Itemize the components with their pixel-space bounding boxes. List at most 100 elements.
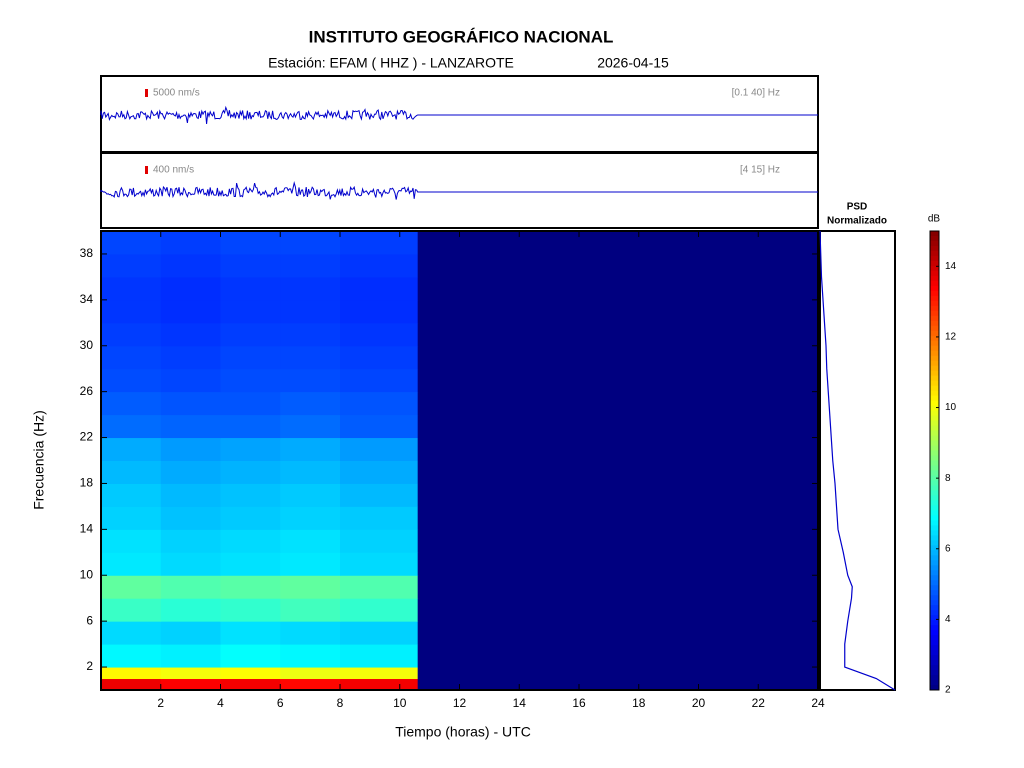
colorbar-segment	[930, 680, 939, 685]
heatmap-cell	[161, 598, 221, 621]
heatmap-cell	[340, 644, 418, 667]
colorbar-segment	[930, 640, 939, 645]
colorbar-segment	[930, 326, 939, 331]
heatmap-cell	[161, 621, 221, 644]
colorbar-segment	[930, 610, 939, 615]
colorbar-segment	[930, 271, 939, 276]
colorbar-segment	[930, 555, 939, 560]
colorbar-segment	[930, 401, 939, 406]
x-tick-label: 12	[453, 696, 467, 710]
heatmap-cell	[101, 552, 161, 575]
heatmap-cell	[418, 369, 819, 392]
psd-frame	[820, 231, 895, 690]
colorbar-segment	[930, 515, 939, 520]
heatmap-cell	[221, 300, 281, 323]
heatmap-cell	[340, 529, 418, 552]
heatmap-cell	[280, 415, 340, 438]
waveform-frame	[101, 153, 818, 228]
waveform-band-label: [0.1 40] Hz	[732, 88, 780, 99]
x-axis-label: Tiempo (horas) - UTC	[395, 724, 531, 740]
x-tick-label: 8	[337, 696, 344, 710]
colorbar-segment	[930, 396, 939, 401]
heatmap-cell	[340, 346, 418, 369]
colorbar-tick-label: 6	[945, 543, 951, 554]
heatmap-cell	[161, 254, 221, 277]
heatmap-cell	[418, 438, 819, 461]
heatmap-cell	[101, 254, 161, 277]
colorbar-segment	[930, 535, 939, 540]
heatmap-cell	[221, 552, 281, 575]
colorbar-segment	[930, 540, 939, 545]
heatmap-cell	[101, 644, 161, 667]
y-tick-label: 14	[80, 522, 94, 536]
colorbar-segment	[930, 386, 939, 391]
colorbar-tick-label: 12	[945, 332, 957, 343]
heatmap-cell	[280, 392, 340, 415]
heatmap-cell	[340, 506, 418, 529]
y-tick-label: 22	[80, 430, 94, 444]
colorbar-segment	[930, 545, 939, 550]
colorbar-segment	[930, 411, 939, 416]
heatmap-cell	[161, 483, 221, 506]
heatmap-cell	[161, 461, 221, 484]
heatmap-cell	[418, 644, 819, 667]
x-tick-label: 24	[811, 696, 825, 710]
heatmap-cell	[101, 506, 161, 529]
heatmap-cell	[418, 323, 819, 346]
colorbar-segment	[930, 665, 939, 670]
x-tick-label: 16	[572, 696, 586, 710]
x-tick-label: 22	[752, 696, 766, 710]
heatmap-cell	[221, 392, 281, 415]
heatmap-cell	[221, 506, 281, 529]
heatmap-cell	[101, 667, 161, 679]
colorbar-segment	[930, 406, 939, 411]
heatmap-cell	[280, 231, 340, 254]
heatmap-cell	[418, 667, 819, 679]
colorbar-segment	[930, 505, 939, 510]
waveform-band-label: [4 15] Hz	[740, 165, 780, 176]
heatmap-cell	[101, 529, 161, 552]
heatmap-cell	[101, 598, 161, 621]
psd-title: PSD	[847, 202, 868, 213]
colorbar-segment	[930, 490, 939, 495]
heatmap-cell	[161, 323, 221, 346]
heatmap-cell	[221, 679, 281, 691]
colorbar-segment	[930, 655, 939, 660]
colorbar-segment	[930, 456, 939, 461]
colorbar-segment	[930, 650, 939, 655]
y-tick-label: 10	[80, 567, 94, 581]
colorbar-segment	[930, 346, 939, 351]
y-tick-label: 34	[80, 292, 94, 306]
colorbar-segment	[930, 590, 939, 595]
colorbar-segment	[930, 530, 939, 535]
heatmap-cell	[161, 415, 221, 438]
heatmap-cell	[221, 438, 281, 461]
colorbar-segment	[930, 451, 939, 456]
colorbar-segment	[930, 585, 939, 590]
colorbar-segment	[930, 321, 939, 326]
waveform-scale-label: 400 nm/s	[153, 165, 194, 176]
heatmap-cell	[101, 277, 161, 300]
colorbar-segment	[930, 441, 939, 446]
colorbar-segment	[930, 311, 939, 316]
heatmap-cell	[161, 277, 221, 300]
heatmap-cell	[418, 552, 819, 575]
heatmap-cell	[161, 438, 221, 461]
colorbar-segment	[930, 316, 939, 321]
heatmap-cell	[161, 506, 221, 529]
heatmap-cell	[161, 231, 221, 254]
colorbar-segment	[930, 480, 939, 485]
heatmap-cell	[418, 300, 819, 323]
heatmap-cell	[340, 415, 418, 438]
heatmap-cell	[101, 231, 161, 254]
y-tick-label: 18	[80, 476, 94, 490]
heatmap-cell	[280, 300, 340, 323]
colorbar-segment	[930, 520, 939, 525]
heatmap-cell	[221, 667, 281, 679]
psd-line	[820, 231, 895, 690]
heatmap-cell	[221, 415, 281, 438]
heatmap-cell	[221, 461, 281, 484]
colorbar-segment	[930, 246, 939, 251]
heatmap-cell	[418, 254, 819, 277]
